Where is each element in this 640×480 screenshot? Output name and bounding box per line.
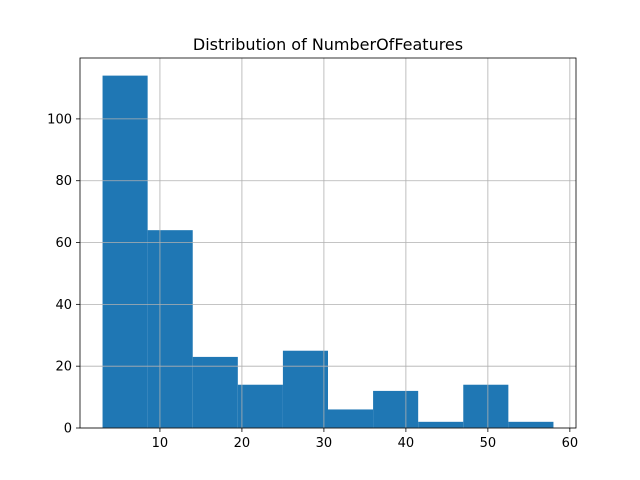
y-tick-label: 40 <box>55 298 72 313</box>
x-tick-label: 50 <box>480 436 497 451</box>
histogram-bar <box>418 421 464 428</box>
histogram-bar <box>147 230 193 428</box>
x-ticks-group: 10 20 30 40 50 60 <box>152 428 578 451</box>
y-tick-label: 0 <box>64 422 72 437</box>
bars-group <box>102 75 554 429</box>
y-tick-label: 80 <box>55 174 72 189</box>
histogram-bar <box>192 356 238 428</box>
y-tick-label: 20 <box>55 360 72 375</box>
axes-group <box>79 57 577 429</box>
x-tick-label: 30 <box>316 436 333 451</box>
grid-group <box>80 58 576 429</box>
histogram-bar <box>508 421 554 428</box>
histogram-bar <box>373 390 419 428</box>
histogram-bar <box>328 409 374 428</box>
histogram-bar <box>282 350 328 428</box>
histogram-bar <box>237 384 283 428</box>
y-tick-label: 60 <box>55 236 72 251</box>
x-tick-label: 20 <box>234 436 251 451</box>
x-tick-label: 10 <box>152 436 169 451</box>
x-tick-label: 40 <box>398 436 415 451</box>
x-tick-label: 60 <box>562 436 579 451</box>
axes-frame <box>79 57 577 429</box>
histogram-bar <box>102 75 148 429</box>
y-ticks-group: 0 20 40 60 80 100 <box>47 112 80 437</box>
histogram-bar <box>463 384 509 428</box>
chart-title: Distribution of NumberOfFeatures <box>193 35 463 54</box>
y-tick-label: 100 <box>47 112 72 127</box>
